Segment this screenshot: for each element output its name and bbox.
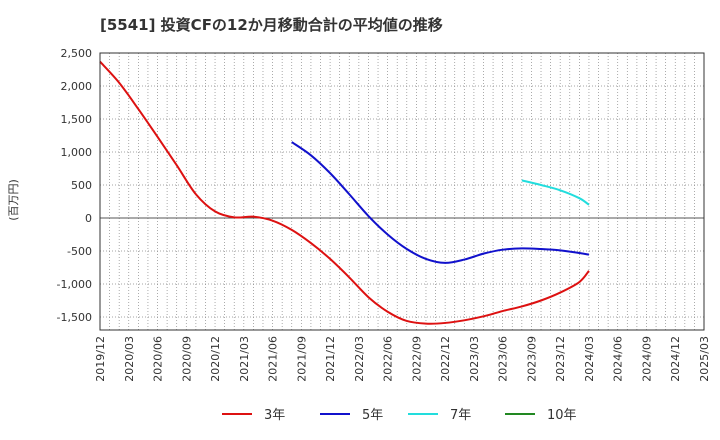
y-tick-label: 1,000 bbox=[61, 146, 93, 159]
y-tick-label: 2,000 bbox=[61, 80, 93, 93]
series-line-2 bbox=[521, 179, 590, 206]
x-tick-label: 2022/12 bbox=[439, 336, 452, 382]
plot-frame bbox=[99, 52, 705, 331]
y-tick-label: -1,000 bbox=[57, 278, 92, 291]
x-tick-label: 2021/12 bbox=[324, 336, 337, 382]
legend-label-0: 3年 bbox=[264, 408, 285, 423]
x-tick-label: 2024/06 bbox=[612, 336, 625, 382]
x-tick-label: 2024/09 bbox=[640, 336, 653, 382]
legend-label-3: 10年 bbox=[547, 408, 577, 423]
x-tick-label: 2022/03 bbox=[353, 336, 366, 382]
x-tick-label: 2021/09 bbox=[295, 336, 308, 382]
grid bbox=[100, 52, 704, 330]
x-tick-label: 2025/03 bbox=[698, 336, 711, 382]
x-tick-label: 2022/09 bbox=[410, 336, 423, 382]
x-tick-label: 2020/12 bbox=[209, 336, 222, 382]
x-tick-label: 2020/09 bbox=[180, 336, 193, 382]
y-axis-ticks: 2,500 2,000 1,500 1,000 500 0 -500 -1,000 -1,500 bbox=[57, 47, 92, 324]
series-line-0 bbox=[99, 60, 590, 325]
x-tick-label: 2020/03 bbox=[123, 336, 136, 382]
legend-label-2: 7年 bbox=[450, 408, 471, 423]
x-tick-label: 2023/09 bbox=[525, 336, 538, 382]
y-tick-label: 1,500 bbox=[61, 113, 93, 126]
y-tick-label: 2,500 bbox=[61, 47, 93, 60]
x-axis-ticks: 2019/12 2020/03 2020/06 2020/09 2020/12 2021/… bbox=[94, 336, 711, 382]
x-tick-label: 2023/03 bbox=[468, 336, 481, 382]
legend-label-1: 5年 bbox=[362, 408, 383, 423]
x-tick-label: 2021/06 bbox=[267, 336, 280, 382]
y-tick-label: 0 bbox=[85, 212, 92, 225]
chart-title: [5541] 投資CFの12か月移動合計の平均値の推移 bbox=[100, 16, 443, 34]
x-tick-label: 2021/03 bbox=[238, 336, 251, 382]
x-tick-label: 2022/06 bbox=[382, 336, 395, 382]
series-line-1 bbox=[291, 141, 590, 264]
series-layer bbox=[99, 60, 590, 325]
x-tick-label: 2020/06 bbox=[152, 336, 165, 382]
y-tick-label: 500 bbox=[71, 179, 92, 192]
x-tick-label: 2024/12 bbox=[669, 336, 682, 382]
x-tick-label: 2019/12 bbox=[94, 336, 107, 382]
legend: 3年 5年 7年 10年 bbox=[222, 408, 577, 423]
y-tick-label: -500 bbox=[67, 245, 92, 258]
x-tick-label: 2023/06 bbox=[497, 336, 510, 382]
x-tick-label: 2024/03 bbox=[583, 336, 596, 382]
x-tick-label: 2023/12 bbox=[554, 336, 567, 382]
y-axis-label: (百万円) bbox=[7, 179, 20, 221]
y-tick-label: -1,500 bbox=[57, 311, 92, 324]
